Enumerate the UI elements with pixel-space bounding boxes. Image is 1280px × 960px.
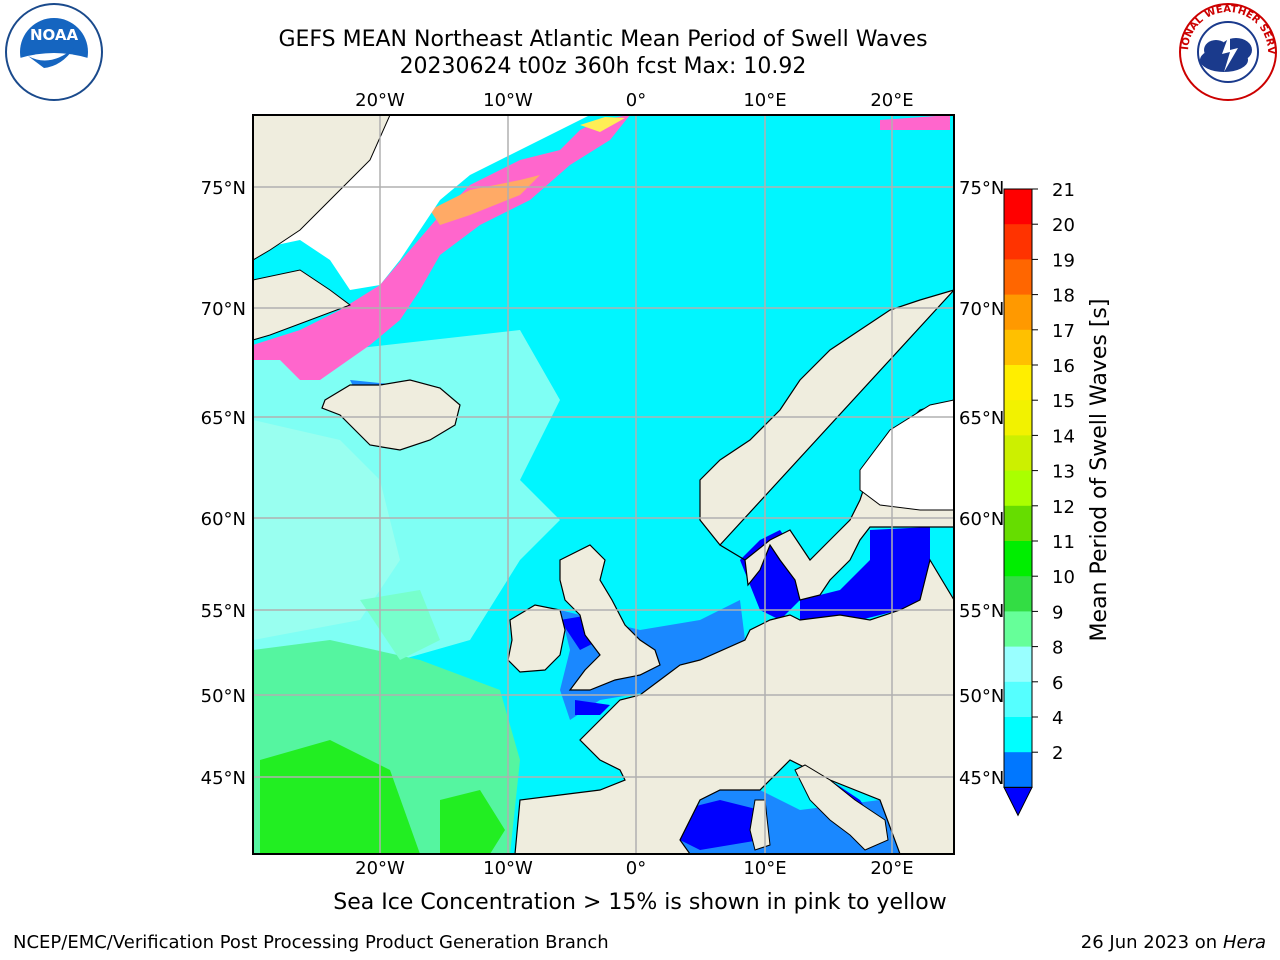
lat-label-left: 70°N (201, 299, 246, 320)
noaa-logo-text: NOAA (30, 26, 79, 44)
lat-label-right: 70°N (959, 299, 1004, 320)
footer-credit: NCEP/EMC/Verification Post Processing Pr… (13, 932, 609, 953)
greenland-east-coast (253, 269, 352, 341)
colorbar-segment (1004, 365, 1032, 401)
footer-date: 26 Jun 2023 on Hera (1081, 932, 1266, 953)
footer-machine: Hera (1222, 932, 1266, 953)
colorbar-tick-label: 17 (1052, 321, 1075, 342)
sea-ice-note: Sea Ice Concentration > 15% is shown in … (333, 890, 947, 915)
lon-label-bottom: 10°W (483, 858, 533, 879)
colorbar-segment (1004, 576, 1032, 612)
noaa-logo: NOAA (5, 3, 103, 101)
colorbar-segment (1004, 259, 1032, 296)
colorbar-tick-label: 19 (1052, 250, 1075, 271)
colorbar-tick-label: 9 (1052, 602, 1063, 623)
lat-label-right: 60°N (959, 509, 1004, 530)
period-zone-baltic (800, 527, 930, 620)
chart-title: GEFS MEAN Northeast Atlantic Mean Period… (278, 27, 928, 52)
colorbar-segment (1004, 435, 1032, 472)
lon-label-top: 20°W (355, 90, 405, 111)
colorbar-label: Mean Period of Swell Waves [s] (1087, 299, 1112, 642)
lat-label-right: 75°N (959, 178, 1004, 199)
lon-label-bottom: 0° (626, 858, 646, 879)
lat-label-right: 55°N (959, 601, 1004, 622)
lat-label-left: 50°N (201, 686, 246, 707)
colorbar-tick-label: 12 (1052, 497, 1075, 518)
colorbar-segment (1004, 646, 1032, 683)
lon-label-bottom: 20°E (870, 858, 913, 879)
ireland (507, 604, 566, 673)
colorbar-tick-label: 16 (1052, 356, 1075, 377)
colorbar-tick-label: 15 (1052, 391, 1075, 412)
great-britain (559, 544, 661, 691)
map-frame (252, 114, 955, 855)
lat-label-left: 55°N (201, 601, 246, 622)
colorbar-segment (1004, 224, 1032, 260)
period-zone-tyrrhenian (680, 800, 760, 850)
colorbar-tick-label: 10 (1052, 567, 1075, 588)
colorbar-segment (1004, 505, 1032, 542)
colorbar-tick-label: 8 (1052, 638, 1063, 659)
lat-label-left: 65°N (201, 408, 246, 429)
colorbar-segment (1004, 189, 1032, 225)
lat-label-right: 50°N (959, 686, 1004, 707)
lat-label-right: 65°N (959, 408, 1004, 429)
colorbar-segment (1004, 400, 1032, 436)
colorbar-extend-triangle (1003, 786, 1033, 817)
period-zone-channel (575, 700, 610, 715)
italy (794, 764, 889, 851)
colorbar-segment (1004, 681, 1032, 718)
sea-ice-band (253, 115, 630, 380)
chart-subtitle: 20230624 t00z 360h fcst Max: 10.92 (399, 54, 807, 79)
gulf-of-bothnia (859, 399, 954, 511)
colorbar-tick-label: 2 (1052, 743, 1063, 764)
sea-ice-edge-yellow (580, 117, 625, 132)
colorbar-tick-label: 18 (1052, 286, 1075, 307)
colorbar-tick-label: 14 (1052, 426, 1075, 447)
lon-label-top: 0° (626, 90, 646, 111)
period-zone-10-11b (440, 790, 505, 854)
lon-label-top: 10°E (743, 90, 786, 111)
colorbar-segment (1004, 329, 1032, 366)
sea-ice-svalbard (880, 115, 950, 130)
lat-label-left: 45°N (201, 768, 246, 789)
colorbar-tick-label: 11 (1052, 532, 1075, 553)
colorbar-segment (1004, 470, 1032, 507)
footer-date-text: 26 Jun 2023 on (1080, 932, 1218, 953)
lon-label-top: 10°W (483, 90, 533, 111)
gridlines (253, 115, 954, 854)
colorbar-tick-label: 6 (1052, 673, 1063, 694)
lon-label-top: 20°E (870, 90, 913, 111)
lat-label-right: 45°N (959, 768, 1004, 789)
colorbar-tick-label: 20 (1052, 215, 1075, 236)
nws-logo: NATIONAL WEATHER SERVICE (1178, 2, 1277, 101)
lat-label-left: 60°N (201, 509, 246, 530)
map-plot-area (253, 115, 954, 854)
colorbar-tick-label: 4 (1052, 708, 1063, 729)
colorbar-segment (1004, 752, 1032, 788)
lon-label-bottom: 20°W (355, 858, 405, 879)
period-zone-9 (253, 420, 400, 640)
colorbar-segment (1004, 294, 1032, 331)
lon-label-bottom: 10°E (743, 858, 786, 879)
colorbar-tick-label: 21 (1052, 180, 1075, 201)
colorbar-segment (1004, 611, 1032, 648)
colorbar-segment (1004, 717, 1032, 753)
colorbar-segment (1004, 541, 1032, 577)
colorbar-tick-label: 13 (1052, 462, 1075, 483)
colorbar-frame (1003, 188, 1033, 788)
colorbar: 21 20 19 18 17 16 15 14 13 12 11 10 9 8 6 4 2 (1003, 180, 1075, 817)
lat-label-left: 75°N (201, 178, 246, 199)
